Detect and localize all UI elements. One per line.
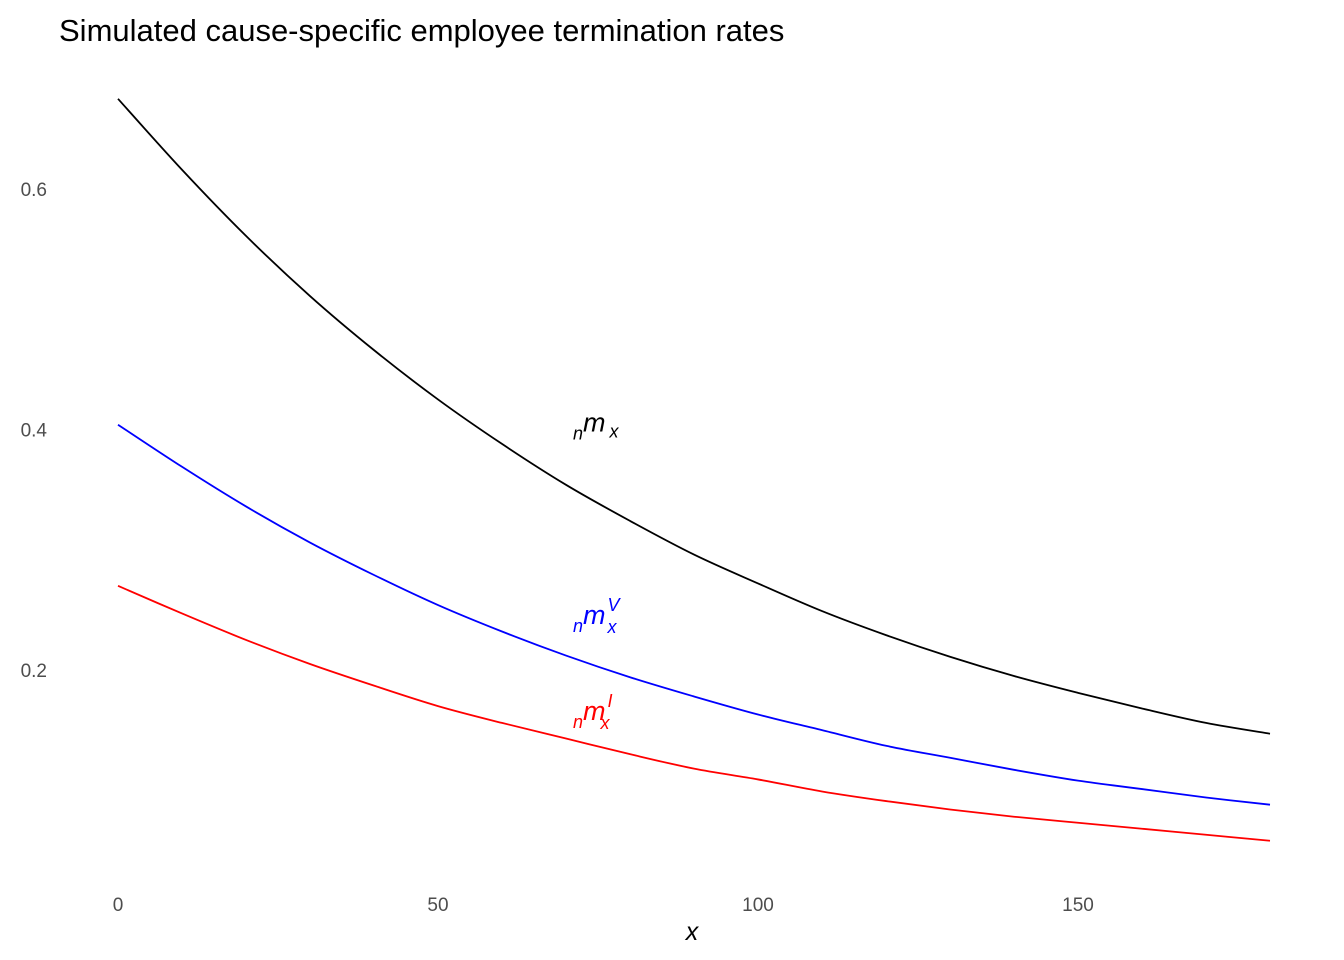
label-superscript: V (608, 595, 622, 615)
series-line-voluntary (117, 423, 1271, 806)
x-tick-label: 150 (1062, 895, 1094, 916)
label-base: m (583, 408, 606, 438)
y-tick-label: 0.4 (21, 421, 48, 442)
chart-title: Simulated cause-specific employee termin… (59, 13, 784, 48)
label-base: m (583, 696, 606, 726)
x-tick-label: 0 (113, 895, 124, 916)
series-line-total (117, 98, 1271, 735)
y-tick-label: 0.2 (21, 661, 47, 682)
label-pre-subscript: n (573, 424, 583, 444)
series-line-involuntary (117, 585, 1271, 842)
label-superscript: I (608, 691, 613, 711)
label-base: m (583, 600, 606, 630)
label-pre-subscript: n (573, 616, 583, 636)
label-post-subscript: x (609, 422, 620, 442)
x-tick-label: 100 (742, 895, 774, 916)
series-label-total: nm x (573, 408, 620, 444)
label-post-subscript: x (607, 617, 618, 637)
label-post-subscript: x (600, 713, 611, 733)
series-lines (117, 98, 1271, 842)
y-axis-ticks: 0.2 0.4 0.6 (21, 180, 48, 682)
x-tick-label: 50 (427, 895, 448, 916)
y-tick-label: 0.6 (21, 180, 47, 201)
x-axis-ticks: 0 50 100 150 (113, 895, 1094, 916)
x-axis-title: x (685, 918, 700, 946)
label-pre-subscript: n (573, 712, 583, 732)
